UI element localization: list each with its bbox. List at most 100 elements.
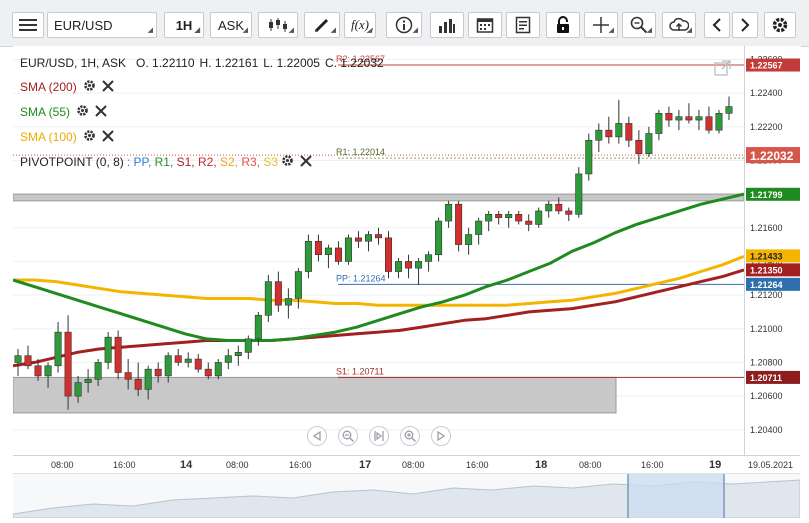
calendar-button[interactable] bbox=[468, 12, 502, 38]
close-icon[interactable] bbox=[300, 154, 312, 170]
scroll-back-button[interactable] bbox=[307, 426, 327, 446]
candle-body bbox=[415, 261, 423, 269]
close-icon[interactable] bbox=[101, 79, 114, 95]
price-badge-text: 1.21433 bbox=[750, 251, 783, 261]
price-badge-text: 1.21264 bbox=[750, 280, 783, 290]
price-badge-text: 1.21799 bbox=[750, 190, 783, 200]
candle bbox=[505, 210, 513, 228]
candle-body bbox=[505, 214, 513, 218]
price-side-value: ASK bbox=[217, 17, 244, 33]
candle bbox=[385, 231, 393, 279]
candle-body bbox=[34, 365, 42, 377]
candle bbox=[274, 271, 282, 312]
candle bbox=[194, 354, 202, 373]
price-badge-sma200: 1.21350 bbox=[746, 263, 800, 277]
legend-sma100-label: SMA (100) bbox=[20, 130, 77, 144]
candle-body bbox=[264, 281, 272, 316]
price-badge-text: 1.21350 bbox=[750, 265, 783, 275]
scroll-right-button[interactable] bbox=[732, 12, 758, 38]
pivot-levels: R2: 1.22567 R1: 1.22014 PP: 1.21264 S1: 1.2… bbox=[13, 54, 744, 378]
candle-body bbox=[705, 116, 713, 131]
candle bbox=[254, 311, 262, 346]
zoom-out-button[interactable] bbox=[338, 426, 358, 446]
gear-icon[interactable] bbox=[83, 129, 96, 145]
zoom-in-button[interactable] bbox=[400, 426, 420, 446]
timeframe-select[interactable]: 1H ◢ bbox=[164, 12, 204, 38]
candle bbox=[214, 359, 222, 380]
navigator-overview[interactable] bbox=[12, 473, 801, 519]
legend-sma55[interactable]: SMA (55) bbox=[20, 104, 107, 120]
info-button[interactable]: ◢ bbox=[386, 12, 422, 38]
legend-pivotpoint[interactable]: PIVOTPOINT (0, 8) : PP, R1, S1, R2, S2, … bbox=[20, 154, 312, 170]
candle-body bbox=[405, 261, 413, 269]
price-side-select[interactable]: ASK ◢ bbox=[210, 12, 252, 38]
settings-button[interactable] bbox=[764, 12, 796, 38]
candle bbox=[665, 106, 673, 127]
time-axis[interactable]: 08:00 16:00 14 08:00 16:00 17 08:00 16:00 18 08:0… bbox=[13, 455, 800, 474]
legend-sma100[interactable]: SMA (100) bbox=[20, 129, 114, 145]
legend-sma200[interactable]: SMA (200) bbox=[20, 79, 114, 95]
lock-button[interactable] bbox=[546, 12, 580, 38]
symbol-value: EUR/USD bbox=[54, 17, 113, 33]
price-badge-text: 1.22032 bbox=[750, 149, 794, 163]
candle bbox=[695, 109, 703, 131]
dropdown-caret-icon: ◢ bbox=[366, 26, 372, 34]
candle-body bbox=[465, 234, 473, 245]
candle-body bbox=[54, 331, 62, 367]
scroll-forward-button[interactable] bbox=[431, 426, 451, 446]
gear-icon[interactable] bbox=[83, 79, 96, 95]
close-icon[interactable] bbox=[101, 129, 114, 145]
candle-body bbox=[645, 133, 653, 155]
cloud-button[interactable]: ◢ bbox=[662, 12, 696, 38]
time-tick-label: 08:00 bbox=[51, 460, 74, 470]
price-axis[interactable]: 1.226001.224001.222001.220001.218001.216… bbox=[744, 46, 801, 455]
gear-icon[interactable] bbox=[76, 104, 89, 120]
candle bbox=[154, 362, 162, 383]
chevron-left-icon bbox=[712, 18, 721, 32]
time-axis-scale: 08:00 16:00 14 08:00 16:00 17 08:00 16:00 18 08:0… bbox=[51, 459, 793, 471]
candle bbox=[715, 109, 723, 134]
navigator-window[interactable] bbox=[628, 474, 724, 518]
candle-body bbox=[665, 113, 673, 121]
candle-body bbox=[274, 281, 282, 306]
candle bbox=[64, 315, 72, 410]
gear-icon[interactable] bbox=[281, 154, 294, 170]
candle-body bbox=[234, 352, 242, 356]
candle bbox=[525, 214, 533, 232]
sma55-line bbox=[12, 192, 745, 342]
candle-body bbox=[224, 355, 232, 363]
candle bbox=[725, 96, 733, 121]
candle bbox=[74, 375, 82, 403]
reset-zoom-button[interactable] bbox=[369, 426, 389, 446]
indicators-button[interactable]: f(x) ◢ bbox=[344, 12, 376, 38]
time-tick-label: 17 bbox=[359, 459, 371, 471]
candle bbox=[535, 207, 543, 228]
popout-button[interactable] bbox=[713, 58, 733, 78]
scroll-left-button[interactable] bbox=[704, 12, 730, 38]
chart-type-button[interactable]: ◢ bbox=[258, 12, 298, 38]
candle-body bbox=[74, 382, 82, 397]
symbol-select[interactable]: EUR/USD ◢ bbox=[47, 12, 157, 38]
candle bbox=[425, 251, 433, 272]
candle bbox=[34, 359, 42, 381]
close-icon[interactable] bbox=[95, 104, 107, 120]
draw-tools-button[interactable]: ◢ bbox=[304, 12, 340, 38]
candle-body bbox=[685, 116, 693, 121]
candle bbox=[314, 234, 322, 262]
dropdown-caret-icon: ◢ bbox=[330, 27, 336, 34]
report-button[interactable] bbox=[506, 12, 540, 38]
candle-body bbox=[525, 220, 533, 225]
volume-bars-button[interactable] bbox=[430, 12, 464, 38]
price-badge-sma55: 1.21799 bbox=[746, 187, 800, 201]
candle bbox=[264, 274, 272, 323]
candle-body bbox=[695, 116, 703, 121]
menu-button[interactable] bbox=[12, 12, 44, 38]
zoom-button[interactable]: ◢ bbox=[622, 12, 656, 38]
chart-plot-area[interactable]: R2: 1.22567 R1: 1.22014 PP: 1.21264 S1: 1.2… bbox=[12, 46, 745, 455]
dropdown-caret-icon: ◢ bbox=[147, 27, 153, 34]
candle bbox=[114, 330, 122, 380]
candle bbox=[84, 369, 92, 393]
candle bbox=[44, 362, 52, 388]
crosshair-button[interactable]: ◢ bbox=[584, 12, 618, 38]
popout-icon bbox=[714, 60, 731, 76]
